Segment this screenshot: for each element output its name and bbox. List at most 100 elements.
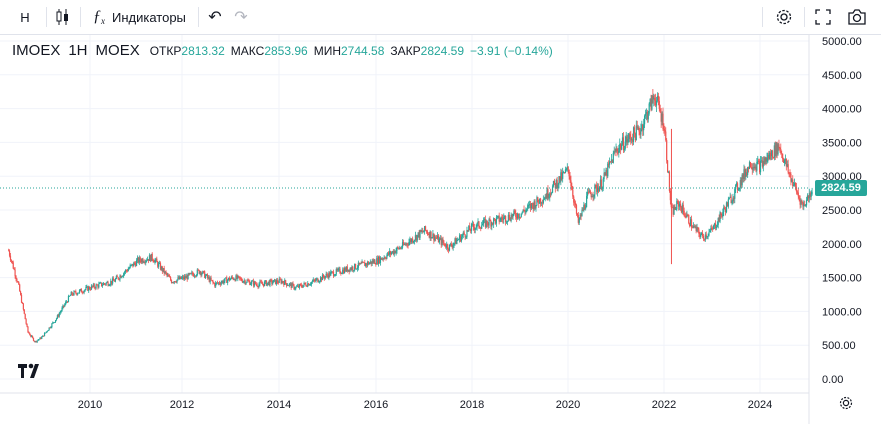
candle-body [615, 148, 617, 152]
candles-icon[interactable] [52, 0, 74, 34]
candle-body [509, 219, 511, 221]
candle-body [66, 301, 69, 303]
candle-body [724, 207, 726, 209]
candle-body [374, 260, 376, 265]
camera-icon[interactable] [842, 0, 872, 34]
candle-body [797, 192, 799, 197]
candle-body [70, 292, 72, 296]
gear-icon[interactable] [770, 0, 798, 34]
candle-body [34, 341, 36, 342]
candle-body [679, 203, 682, 208]
candle-body [376, 258, 378, 265]
candle-body [194, 275, 197, 277]
candle-body [341, 273, 343, 275]
candle-body [551, 186, 554, 193]
candle-body [451, 245, 453, 248]
candle-body [515, 212, 517, 217]
tradingview-logo[interactable] [16, 358, 44, 382]
symbol-name[interactable]: IMOEX [12, 42, 61, 59]
candle-body [206, 274, 209, 278]
candle-body [585, 207, 587, 209]
candle-body [645, 111, 648, 114]
candle-body [97, 285, 99, 288]
candle-body [267, 281, 269, 283]
candle-body [80, 289, 82, 293]
price-chart[interactable]: 5000.004500.004000.003500.003000.002500.… [0, 35, 881, 424]
candle-body [811, 191, 813, 195]
candle-body [565, 169, 567, 170]
candle-body [575, 205, 578, 214]
candle-body [143, 262, 145, 264]
candle-body [687, 214, 689, 216]
redo-icon[interactable]: ↷ [234, 9, 248, 26]
candle-body [514, 210, 516, 213]
candle-body [381, 258, 383, 260]
candle-body [271, 280, 273, 284]
interval-button[interactable]: Н [20, 9, 30, 25]
candle-body [659, 108, 661, 113]
price-axis[interactable]: 5000.004500.004000.003500.003000.002500.… [822, 36, 862, 386]
candle-body [755, 166, 757, 171]
candle-body [260, 281, 262, 283]
candle-body [464, 234, 466, 238]
candle-body [701, 232, 704, 236]
candle-body [540, 202, 543, 204]
candle-body [20, 291, 22, 295]
candle-body [634, 133, 636, 141]
candle-body [242, 281, 244, 283]
candle-body [467, 229, 469, 231]
candle-body [492, 222, 494, 225]
candle-body [756, 161, 758, 171]
candle-body [552, 180, 555, 187]
axis-settings-gear-icon[interactable] [839, 396, 853, 410]
candle-body [240, 278, 243, 281]
candle-body [117, 277, 119, 279]
candle-body [435, 237, 437, 239]
candle-body [274, 279, 276, 281]
candle-body [276, 280, 278, 283]
candle-body [25, 319, 27, 324]
candle-body [566, 166, 568, 170]
candle-body [319, 281, 321, 282]
candle-body [287, 285, 290, 287]
candle-body [204, 275, 207, 278]
candle-body [29, 333, 31, 336]
candle-body [487, 224, 489, 226]
undo-icon[interactable]: ↶ [208, 9, 222, 26]
candle-body [609, 161, 611, 165]
candle-body [210, 277, 212, 281]
candle-body [539, 198, 541, 204]
candle-body [129, 265, 131, 269]
candle-body [807, 195, 810, 199]
candle-body [647, 113, 649, 120]
indicators-button[interactable]: Индикаторы [112, 9, 186, 25]
candle-body [773, 145, 775, 158]
candle-body [74, 291, 76, 293]
candle-body [323, 277, 325, 279]
candle-body [420, 230, 422, 232]
candle-body [405, 243, 407, 245]
candle-body [596, 185, 598, 192]
time-axis[interactable]: 2010 2012 2014 2016 2018 2020 2022 2024 [78, 399, 772, 411]
candle-body [465, 236, 467, 238]
candle-body [281, 280, 283, 284]
candle-body [658, 101, 660, 109]
candle-body [361, 261, 363, 264]
candle-body [395, 250, 397, 254]
candle-body [231, 276, 233, 278]
candle-body [88, 286, 90, 291]
candle-body [649, 99, 651, 104]
candle-body [115, 276, 117, 279]
candle-body [495, 217, 498, 224]
candle-body [666, 160, 669, 173]
candle-body [8, 250, 11, 256]
candle-body [54, 322, 56, 323]
candle-body [520, 213, 522, 217]
candle-body [793, 184, 795, 187]
candle-body [225, 277, 227, 279]
candle-body [302, 285, 304, 288]
fullscreen-icon[interactable] [810, 0, 836, 34]
candle-body [620, 144, 622, 150]
